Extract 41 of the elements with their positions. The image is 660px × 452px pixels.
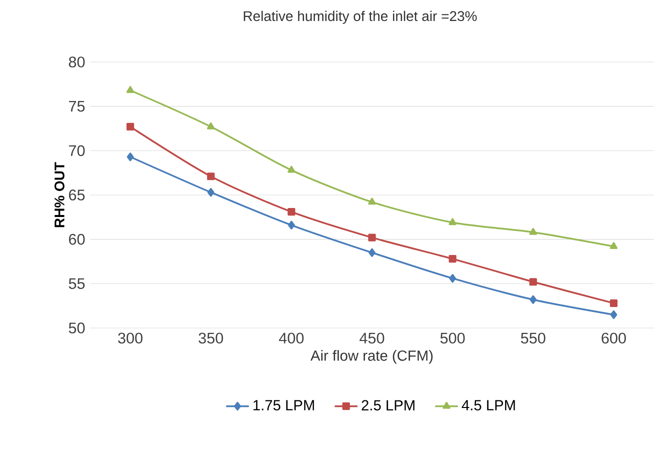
point <box>126 86 134 93</box>
y-tick-label: 80 <box>68 56 85 68</box>
chart-title: Relative humidity of the inlet air =23% <box>244 10 477 24</box>
point <box>207 172 215 180</box>
x-tick-label: 600 <box>602 332 626 344</box>
point <box>529 278 537 286</box>
y-tick-label: 65 <box>69 190 85 200</box>
point <box>449 274 456 283</box>
x-tick-label: 350 <box>198 332 224 344</box>
point <box>288 208 296 216</box>
point <box>448 255 456 263</box>
point <box>610 310 618 320</box>
point <box>368 198 376 205</box>
y-tick-label: 70 <box>69 145 85 156</box>
legend-label: 4.5 LPM <box>462 400 515 410</box>
point <box>288 220 295 230</box>
point <box>448 218 456 226</box>
y-tick-label: 55 <box>68 278 85 289</box>
x-tick-label: 450 <box>360 332 384 344</box>
legend-label: 2.5 LPM <box>362 400 414 410</box>
point <box>288 166 296 173</box>
y-tick-label: 75 <box>69 100 85 112</box>
x-tick-label: 500 <box>440 332 465 344</box>
point <box>368 248 376 257</box>
point <box>530 295 537 304</box>
point <box>529 228 538 235</box>
point <box>610 299 618 307</box>
x-tick-label: 550 <box>520 332 546 344</box>
point <box>368 234 376 242</box>
x-axis-title: Air flow rate (CFM) <box>310 350 433 364</box>
legend-label: 1.75 LPM <box>254 400 314 410</box>
point <box>610 242 618 250</box>
point <box>206 122 215 130</box>
y-tick-label: 60 <box>69 234 85 245</box>
x-tick-label: 400 <box>278 332 304 344</box>
point <box>207 188 214 197</box>
y-tick-label: 50 <box>68 322 85 334</box>
x-tick-label: 300 <box>118 332 142 344</box>
point <box>126 122 134 131</box>
y-axis-title: RH% OUT <box>54 162 64 228</box>
point <box>126 152 134 162</box>
